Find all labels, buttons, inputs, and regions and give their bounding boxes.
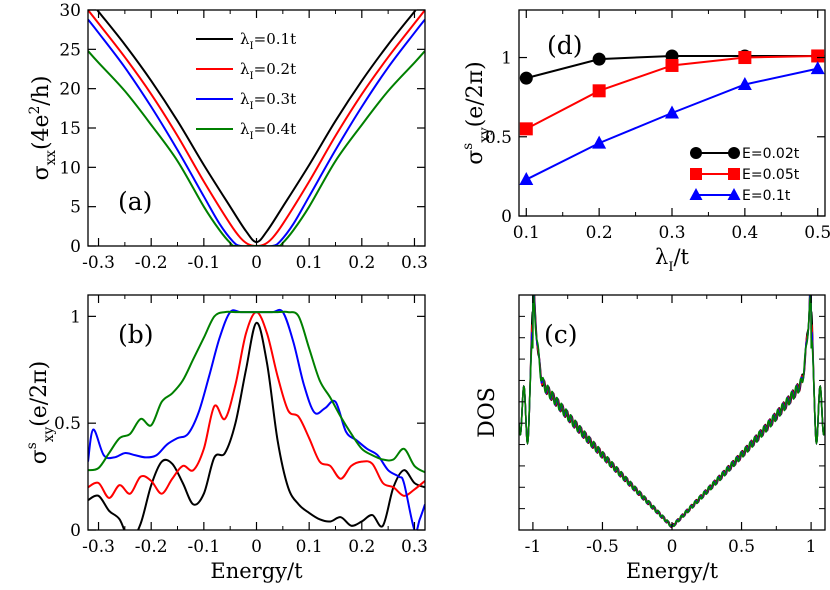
y-tick-label-a-0: 0	[70, 237, 81, 257]
y-tick-label-a-1: 5	[70, 198, 81, 218]
series-line-a-2	[88, 18, 425, 246]
chart-a: -0.3 -0.2 -0.1 0 0.1 0.2 0.3 0 5 10 15 20 25 30 (a) σxx…	[27, 1, 428, 273]
y-tick-label-a-3: 15	[59, 119, 81, 139]
x-tick-label-c-4: 1	[806, 537, 817, 557]
x-tick-label-b-0: -0.3	[82, 537, 115, 557]
x-tick-label-d-4: 0.5	[804, 223, 830, 243]
y-tick-label-b-1: 0.5	[54, 414, 81, 434]
y-tick-label-d-1: 0.5	[485, 128, 512, 148]
data-point-d-2-0	[519, 172, 534, 186]
legend-label-a-3: λI=0.4t	[240, 120, 296, 142]
data-point-d-2-3	[737, 76, 752, 90]
data-point-d-2-4	[810, 61, 825, 75]
x-tick-label-d-2: 0.3	[658, 223, 685, 243]
x-tick-label-b-6: 0.3	[401, 537, 428, 557]
series-line-a-3	[88, 50, 425, 246]
plot-area-b	[88, 308, 425, 530]
x-tick-label-a-6: 0.3	[401, 253, 428, 273]
x-tick-label-c-1: -0.5	[586, 537, 619, 557]
data-point-d-1-2	[665, 58, 679, 72]
x-axis-label-d: λI/t	[655, 245, 690, 275]
chart-b: -0.3 -0.2 -0.1 0 0.1 0.2 0.3 0 0.5 1 (b) σsxy(e/2π)…	[24, 294, 428, 583]
legend-marker-d-0-l	[690, 147, 702, 159]
x-tick-label-c-3: 0.5	[728, 537, 755, 557]
x-tick-label-b-4: 0.1	[296, 537, 323, 557]
series-line-b-0	[88, 321, 425, 530]
legend-label-a-1: λI=0.2t	[240, 60, 296, 82]
x-tick-label-b-2: -0.1	[187, 537, 220, 557]
y-tick-label-a-2: 10	[59, 158, 81, 178]
y-axis-label-a: σxx(4e2/h)	[27, 76, 59, 181]
panel-label-d: (d)	[547, 31, 583, 60]
data-point-d-0-1	[592, 52, 606, 66]
y-tick-label-a-6: 30	[59, 1, 81, 21]
y-tick-label-d-2: 1	[501, 49, 512, 69]
legend-marker-d-2-0	[689, 188, 703, 200]
data-point-d-1-4	[811, 49, 825, 63]
y-tick-label-d-0: 0	[501, 207, 512, 227]
legend-label-d-1: E=0.05t	[742, 167, 800, 183]
data-point-d-2-1	[592, 135, 607, 149]
chart-d: 0.1 0.2 0.3 0.4 0.5 0 0.5 1 (d) σsxy(e/2π) λI/t E=0…	[460, 9, 830, 275]
legend-label-d-0: E=0.02t	[742, 146, 800, 162]
x-axis-label-c: Energy/t	[626, 559, 719, 583]
data-point-d-1-0	[519, 122, 533, 136]
x-axis-label-b: Energy/t	[210, 559, 303, 583]
y-tick-label-a-4: 20	[59, 80, 81, 100]
series-line-b-3	[88, 310, 425, 474]
y-axis-label-c: DOS	[475, 387, 500, 438]
legend-label-a-2: λI=0.3t	[240, 90, 296, 112]
x-tick-label-a-3: 0	[251, 253, 262, 273]
y-tick-label-a-5: 25	[59, 40, 81, 60]
legend-marker-d-1-r	[728, 168, 740, 180]
panel-label-a: (a)	[118, 187, 152, 216]
x-tick-label-a-4: 0.1	[296, 253, 323, 273]
legend-label-d-2: E=0.1t	[742, 188, 791, 204]
x-tick-label-b-5: 0.2	[348, 537, 375, 557]
y-tick-label-b-2: 1	[70, 307, 81, 327]
data-point-d-1-1	[592, 84, 606, 98]
data-point-d-1-3	[738, 51, 752, 65]
x-tick-label-a-5: 0.2	[348, 253, 375, 273]
x-tick-label-a-0: -0.3	[82, 253, 115, 273]
x-tick-label-d-1: 0.2	[586, 223, 613, 243]
x-tick-label-b-3: 0	[251, 537, 262, 557]
legend-marker-d-1-l	[690, 168, 702, 180]
x-tick-label-c-2: 0	[667, 537, 678, 557]
x-tick-label-d-3: 0.4	[731, 223, 758, 243]
y-axis-label-b: σsxy(e/2π)	[24, 361, 57, 464]
x-tick-label-b-1: -0.2	[135, 537, 168, 557]
panel-label-c: (c)	[544, 320, 578, 349]
x-tick-label-d-0: 0.1	[513, 223, 540, 243]
panel-label-b: (b)	[118, 320, 154, 349]
chart-c: -1 -0.5 0 0.5 1 (c) DOS Energy/t	[475, 294, 826, 583]
series-line-c-1	[519, 295, 825, 528]
legend-marker-d-2-1	[727, 188, 741, 200]
data-point-d-0-0	[519, 71, 533, 85]
x-tick-label-a-1: -0.2	[135, 253, 168, 273]
series-line-a-1	[88, 10, 425, 246]
x-tick-label-c-0: -1	[525, 537, 542, 557]
data-point-d-2-2	[665, 105, 679, 119]
y-axis-label-d: σsxy(e/2π)	[460, 61, 493, 164]
legend-label-a-0: λI=0.1t	[240, 30, 296, 52]
y-tick-label-b-0: 0	[70, 521, 81, 541]
legend-marker-d-0-r	[728, 147, 740, 159]
series-line-d-2	[525, 67, 818, 181]
x-tick-label-a-2: -0.1	[187, 253, 220, 273]
